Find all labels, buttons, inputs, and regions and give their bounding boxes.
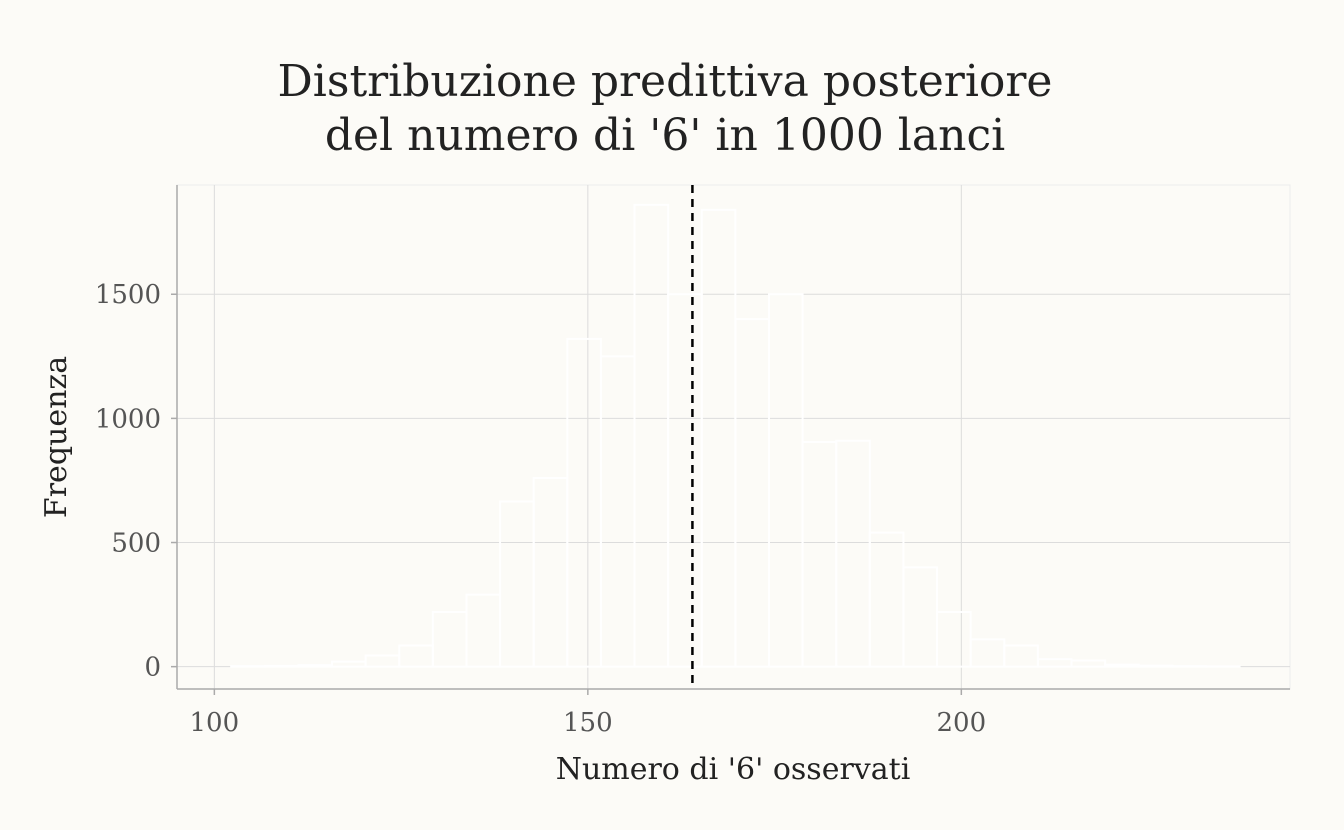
y-axis-title: Frequenza	[39, 356, 74, 518]
x-axis-title: Numero di '6' osservati	[556, 752, 911, 787]
histogram-bar	[330, 660, 367, 668]
histogram-bar	[263, 664, 300, 668]
histogram-bar	[902, 566, 939, 668]
histogram-bar	[297, 664, 333, 668]
histogram-bar	[700, 208, 737, 668]
x-tick-label: 150	[563, 708, 613, 738]
histogram-bar	[734, 318, 770, 668]
y-tick-label: 0	[144, 653, 161, 683]
histogram-bar	[667, 293, 703, 668]
grid-lines	[177, 185, 1290, 689]
histogram-bar	[633, 203, 670, 668]
histogram-bar	[868, 531, 905, 668]
x-tick-label: 100	[190, 708, 240, 738]
histogram-bar	[936, 611, 972, 668]
histogram-bar	[364, 654, 401, 668]
histogram-bar	[599, 355, 636, 668]
x-tick-label: 200	[937, 708, 987, 738]
y-tick-label: 1500	[95, 280, 161, 310]
histogram-bar	[1003, 644, 1039, 668]
histogram-bar	[465, 593, 502, 668]
histogram-bars	[230, 203, 1241, 668]
y-ticks: 0 500 1000 1500	[95, 280, 177, 683]
histogram-bar	[1070, 659, 1107, 668]
histogram-bar	[566, 337, 602, 668]
histogram-bar	[499, 500, 535, 668]
histogram-bar	[801, 440, 838, 668]
histogram-bar	[1036, 658, 1073, 668]
y-tick-label: 1000	[95, 404, 161, 434]
histogram-bar	[431, 611, 468, 668]
histogram-bar	[767, 293, 804, 668]
y-tick-label: 500	[111, 529, 161, 559]
chart-title-line-2: del numero di '6' in 1000 lanci	[325, 110, 1005, 161]
histogram-bar	[398, 644, 434, 668]
plot-panel	[176, 184, 1291, 690]
histogram-bar	[532, 476, 569, 668]
chart-title-line-1: Distribuzione predittiva posteriore	[278, 56, 1053, 107]
histogram-bar	[1137, 664, 1174, 668]
histogram-bar	[969, 638, 1006, 668]
histogram-bar	[835, 439, 871, 668]
x-ticks: 100 150 200	[190, 689, 987, 738]
histogram-bar	[1104, 663, 1140, 668]
